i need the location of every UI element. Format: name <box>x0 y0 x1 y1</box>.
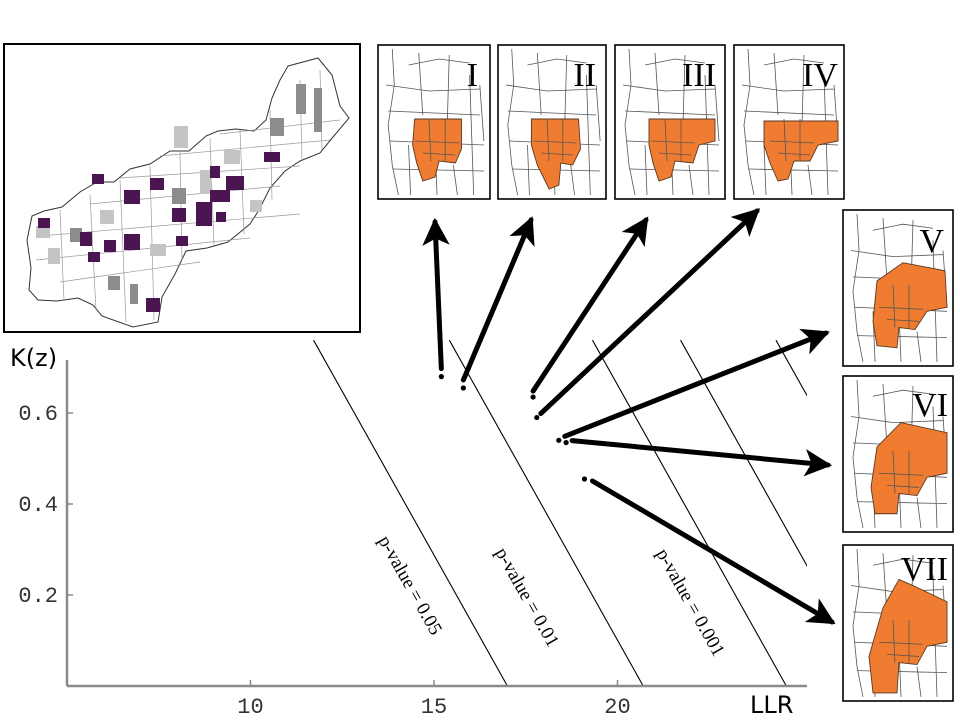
cluster-panel: VII <box>842 544 954 702</box>
x-tick-label: 20 <box>604 695 630 720</box>
cluster-map <box>622 48 720 196</box>
cluster-subdivisions <box>414 118 460 162</box>
cluster-panel: VI <box>842 375 954 533</box>
y-tick-label: 0.4 <box>18 493 58 518</box>
overview-map-outline <box>26 57 350 328</box>
data-point <box>460 385 466 391</box>
overview-map <box>3 43 361 333</box>
cluster-map <box>850 549 948 698</box>
cluster-subdivisions <box>533 118 577 162</box>
x-tick-label: 10 <box>237 695 263 720</box>
cluster-panel: III <box>614 44 726 200</box>
cluster-label: I <box>467 57 478 94</box>
cluster-arrows <box>422 208 836 625</box>
significance-lines <box>313 339 807 686</box>
cluster-arrow <box>569 438 833 477</box>
x-tick-label: 15 <box>421 695 447 720</box>
significance-line <box>680 339 807 567</box>
significance-label: p-value = 0.01 <box>491 544 563 651</box>
cluster-subdivisions <box>878 450 924 494</box>
cluster-panel: II <box>497 44 607 200</box>
cluster-panel: IV <box>733 44 845 200</box>
cluster-map <box>505 48 601 196</box>
significance-labels: p-value = 0.05 p-value = 0.01 p-value = 0.… <box>374 532 729 660</box>
cluster-subdivisions <box>650 118 696 162</box>
cluster-region <box>868 578 948 694</box>
overview-light-gray-counties <box>36 126 262 264</box>
data-point <box>438 374 444 380</box>
cluster-panel: I <box>377 44 491 200</box>
cluster-label: II <box>573 57 596 94</box>
significance-line <box>591 339 787 686</box>
cluster-label: III <box>682 57 716 94</box>
cluster-label: V <box>919 223 944 260</box>
y-tick-label: 0.2 <box>18 584 58 609</box>
cluster-region <box>763 120 839 182</box>
data-point <box>556 437 562 443</box>
cluster-arrow <box>422 217 450 372</box>
axes <box>65 360 807 688</box>
cluster-arrow <box>589 478 836 625</box>
cluster-label: IV <box>802 57 838 94</box>
significance-line <box>448 339 644 686</box>
data-point <box>581 476 588 482</box>
cluster-region <box>412 118 462 182</box>
cluster-arrow <box>562 328 830 439</box>
cluster-subdivisions <box>878 619 924 663</box>
data-point <box>563 439 569 446</box>
cluster-region <box>872 262 948 349</box>
cluster-panel: V <box>842 209 954 367</box>
y-axis-title: K(z) <box>10 344 57 372</box>
data-points <box>438 374 588 482</box>
data-point <box>534 414 540 421</box>
cluster-map <box>850 380 948 529</box>
cluster-arrow <box>460 216 535 383</box>
cluster-subdivisions <box>769 118 815 162</box>
cluster-label: VII <box>901 551 948 588</box>
overview-highlight-counties <box>38 152 280 312</box>
significance-label: p-value = 0.05 <box>374 532 446 639</box>
cluster-label: VI <box>912 387 948 424</box>
cluster-subdivisions <box>878 284 924 328</box>
x-axis-title: LLR <box>750 691 793 719</box>
cluster-map <box>741 48 839 196</box>
axis-ticks: 10 15 20 0.2 0.4 0.6 <box>18 402 630 720</box>
overview-gray-counties <box>70 84 322 304</box>
significance-line <box>313 339 508 686</box>
cluster-arrow <box>530 216 649 394</box>
cluster-map <box>850 214 948 363</box>
cluster-arrow <box>538 208 761 417</box>
y-tick-label: 0.6 <box>18 402 58 427</box>
data-point <box>530 394 536 400</box>
cluster-map <box>386 48 485 196</box>
